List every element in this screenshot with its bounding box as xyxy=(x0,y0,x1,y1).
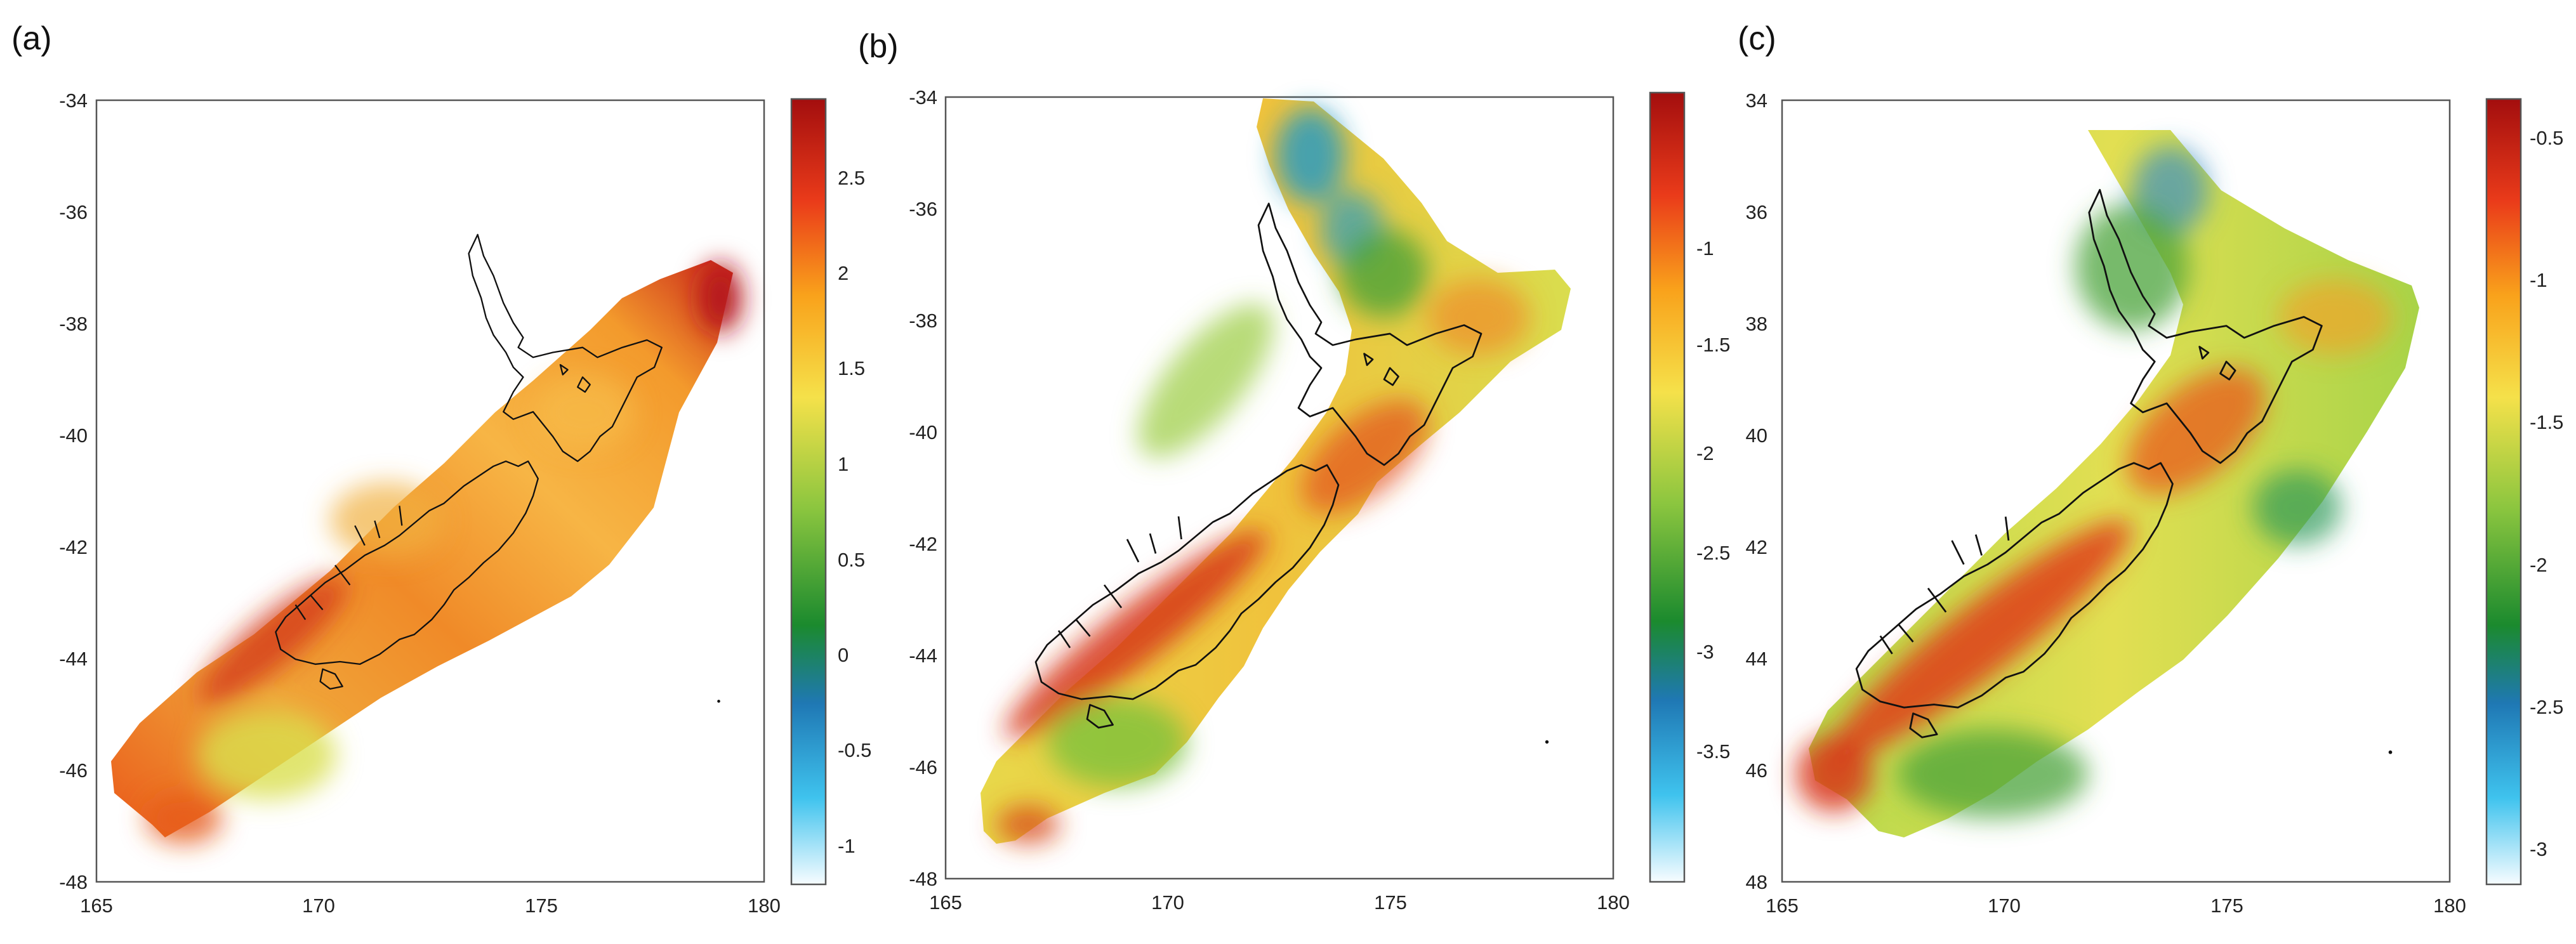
y-tick-a-0: -34 xyxy=(59,89,88,112)
y-tick-b-2: -38 xyxy=(909,310,937,332)
x-tick-b-1: 170 xyxy=(1151,891,1184,914)
y-tick-labels-a: -34 -36 -38 -40 -42 -44 -46 -48 xyxy=(59,89,88,893)
x-tick-b-0: 165 xyxy=(929,891,962,914)
colorbar-c-scale xyxy=(2487,99,2521,884)
x-tick-c-1: 170 xyxy=(1988,895,2021,917)
colorbar-a-tick-3: 1 xyxy=(838,453,849,475)
colorbar-b-tick-5: -3.5 xyxy=(1696,740,1730,763)
colorbar-a-tick-2: 1.5 xyxy=(838,357,865,379)
y-tick-c-0: 34 xyxy=(1746,89,1767,112)
x-tick-a-2: 175 xyxy=(525,895,558,917)
colorbar-c-tick-4: -2.5 xyxy=(2530,696,2563,718)
panel-label-c: (c) xyxy=(1738,20,1776,57)
colorbar-a-tick-6: -0.5 xyxy=(838,739,871,761)
y-tick-labels-c: 34 36 38 40 42 44 46 48 xyxy=(1746,89,1767,893)
y-tick-a-4: -42 xyxy=(59,536,88,558)
map-panel-c: 34 36 38 40 42 44 46 48 165 170 175 180 xyxy=(1746,89,2466,917)
y-tick-a-3: -40 xyxy=(59,424,88,447)
y-tick-c-3: 40 xyxy=(1746,424,1767,447)
panel-label-b: (b) xyxy=(858,28,899,65)
y-tick-c-7: 48 xyxy=(1746,871,1767,893)
colorbar-a-tick-4: 0.5 xyxy=(838,549,865,571)
colorbar-b-tick-0: -1 xyxy=(1696,237,1714,259)
y-tick-b-1: -36 xyxy=(909,198,937,220)
colorbar-b-tick-3: -2.5 xyxy=(1696,542,1730,564)
x-tick-labels-a: 165 170 175 180 xyxy=(80,895,781,917)
heat-surface-a xyxy=(111,260,742,844)
y-tick-b-5: -44 xyxy=(909,645,937,667)
heat-surface-b xyxy=(981,98,1571,844)
x-tick-a-0: 165 xyxy=(80,895,113,917)
map-panel-a: -34 -36 -38 -40 -42 -44 -46 -48 165 170 … xyxy=(59,89,781,917)
x-tick-labels-c: 165 170 175 180 xyxy=(1766,895,2466,917)
colorbar-b-tick-2: -2 xyxy=(1696,442,1714,464)
y-tick-b-6: -46 xyxy=(909,756,937,778)
colorbar-c-tick-2: -1.5 xyxy=(2530,411,2563,433)
x-tick-b-3: 180 xyxy=(1597,891,1630,914)
colorbar-b-tick-1: -1.5 xyxy=(1696,334,1730,356)
heat-surface-c xyxy=(1796,130,2419,837)
colorbar-b-tick-4: -3 xyxy=(1696,641,1714,663)
y-tick-c-6: 46 xyxy=(1746,759,1767,782)
colorbar-c-tick-1: -1 xyxy=(2530,269,2547,291)
map-panel-b: -34 -36 -38 -40 -42 -44 -46 -48 165 170 … xyxy=(909,86,1630,914)
y-tick-b-4: -42 xyxy=(909,533,937,555)
colorbar-a-ticks: 2.5 2 1.5 1 0.5 0 -0.5 -1 xyxy=(838,167,871,857)
y-tick-labels-b: -34 -36 -38 -40 -42 -44 -46 -48 xyxy=(909,86,937,890)
colorbar-c-tick-0: -0.5 xyxy=(2530,127,2563,149)
colorbar-a-tick-0: 2.5 xyxy=(838,167,865,189)
colorbar-a-tick-5: 0 xyxy=(838,644,849,666)
colorbar-a-tick-7: -1 xyxy=(838,835,855,857)
colorbar-a-scale xyxy=(791,99,826,884)
colorbar-b-scale xyxy=(1650,93,1684,882)
colorbar-a: 2.5 2 1.5 1 0.5 0 -0.5 -1 xyxy=(790,98,871,886)
colorbar-b-ticks: -1 -1.5 -2 -2.5 -3 -3.5 xyxy=(1696,237,1730,763)
x-tick-b-2: 175 xyxy=(1374,891,1407,914)
colorbar-c-ticks: -0.5 -1 -1.5 -2 -2.5 -3 xyxy=(2530,127,2563,860)
y-tick-b-0: -34 xyxy=(909,86,937,108)
colorbar-c: -0.5 -1 -1.5 -2 -2.5 -3 xyxy=(2485,98,2563,886)
x-tick-a-3: 180 xyxy=(748,895,781,917)
y-tick-a-7: -48 xyxy=(59,871,88,893)
y-tick-a-6: -46 xyxy=(59,759,88,782)
x-tick-c-0: 165 xyxy=(1766,895,1799,917)
colorbar-c-tick-5: -3 xyxy=(2530,838,2547,860)
colorbar-a-tick-1: 2 xyxy=(838,262,849,284)
x-tick-c-3: 180 xyxy=(2433,895,2466,917)
x-tick-labels-b: 165 170 175 180 xyxy=(929,891,1630,914)
panel-label-a: (a) xyxy=(11,20,52,57)
x-tick-a-1: 170 xyxy=(302,895,335,917)
y-tick-c-1: 36 xyxy=(1746,201,1767,223)
y-tick-b-3: -40 xyxy=(909,421,937,443)
y-tick-a-1: -36 xyxy=(59,201,88,223)
colorbar-c-tick-3: -2 xyxy=(2530,554,2547,576)
y-tick-a-5: -44 xyxy=(59,648,88,670)
y-tick-c-2: 38 xyxy=(1746,313,1767,335)
x-tick-c-2: 175 xyxy=(2210,895,2243,917)
y-tick-a-2: -38 xyxy=(59,313,88,335)
y-tick-c-4: 42 xyxy=(1746,536,1767,558)
colorbar-b: -1 -1.5 -2 -2.5 -3 -3.5 xyxy=(1649,91,1730,883)
y-tick-b-7: -48 xyxy=(909,868,937,890)
y-tick-c-5: 44 xyxy=(1746,648,1767,670)
